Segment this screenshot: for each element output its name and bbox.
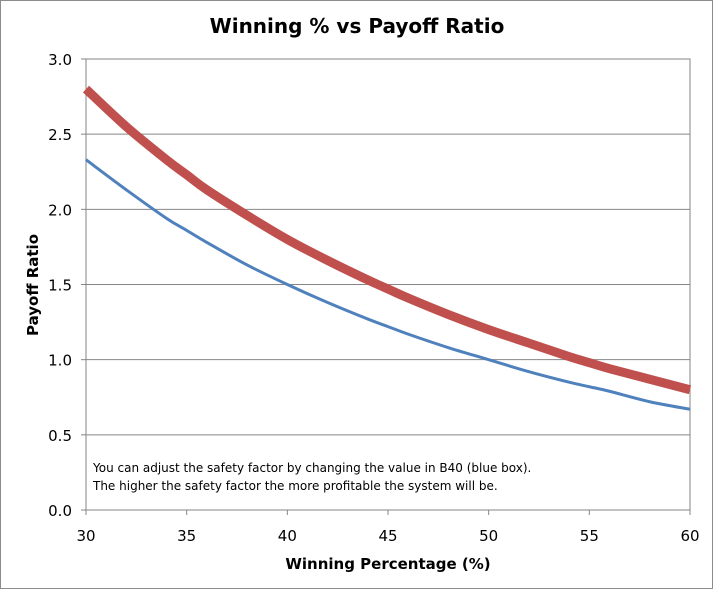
series-layer — [82, 85, 692, 411]
x-tick-label-3: 45 — [378, 527, 397, 545]
x-tick-label-2: 40 — [278, 527, 297, 545]
series-line-0 — [82, 85, 692, 395]
y-tick-label-1: 0.5 — [48, 427, 72, 445]
x-axis-ticks: 30 35 40 45 50 55 60 — [76, 510, 700, 545]
y-axis-label: Payoff Ratio — [24, 234, 42, 336]
y-tick-label-5: 2.5 — [48, 126, 72, 144]
y-tick-label-0: 0.0 — [48, 502, 72, 520]
y-axis-ticks: 0.0 0.5 1.0 1.5 2.0 2.5 3.0 — [48, 51, 86, 520]
x-tick-label-5: 55 — [580, 527, 599, 545]
y-tick-label-2: 1.0 — [48, 352, 72, 370]
x-tick-label-1: 35 — [177, 527, 196, 545]
x-tick-label-4: 50 — [479, 527, 498, 545]
annotation-line-2: The higher the safety factor the more pr… — [92, 479, 498, 493]
series-line-1 — [85, 158, 691, 411]
annotation-line-1: You can adjust the safety factor by chan… — [92, 461, 531, 475]
x-axis-label: Winning Percentage (%) — [285, 555, 490, 573]
chart-title: Winning % vs Payoff Ratio — [210, 14, 505, 38]
y-tick-label-6: 3.0 — [48, 51, 72, 69]
x-tick-label-6: 60 — [680, 527, 699, 545]
y-tick-label-3: 1.5 — [48, 277, 72, 295]
y-tick-label-4: 2.0 — [48, 201, 72, 219]
x-tick-label-0: 30 — [76, 527, 95, 545]
